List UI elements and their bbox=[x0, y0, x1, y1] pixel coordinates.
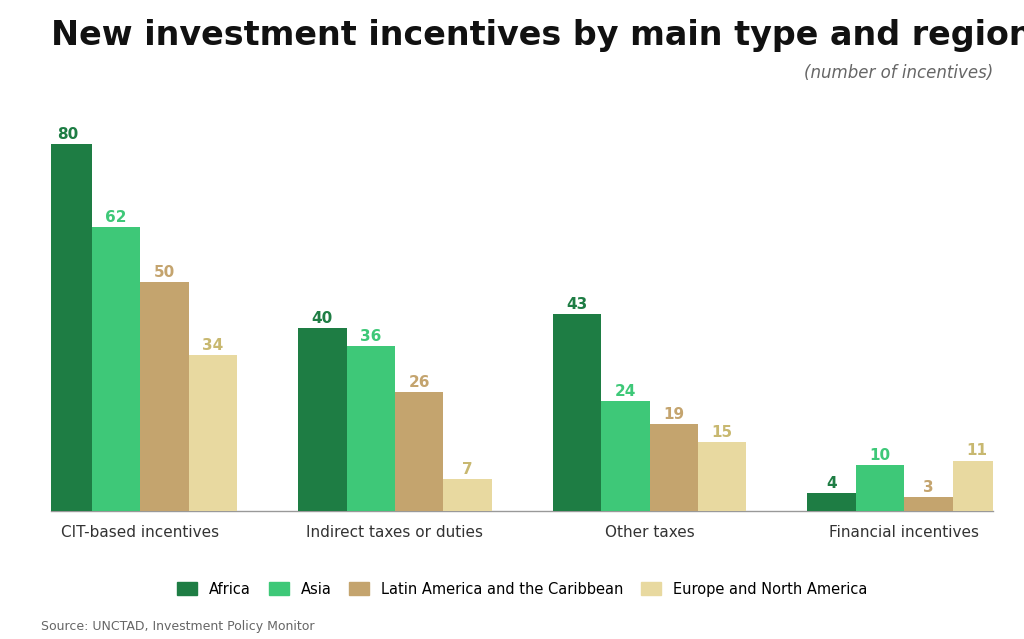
Bar bbox=[346, 346, 395, 511]
Text: 62: 62 bbox=[105, 210, 127, 225]
Text: 36: 36 bbox=[360, 329, 381, 344]
Bar bbox=[298, 328, 346, 511]
Text: 40: 40 bbox=[311, 311, 333, 325]
Bar bbox=[856, 465, 904, 511]
Bar bbox=[92, 227, 140, 511]
Text: Source: UNCTAD, Investment Policy Monitor: Source: UNCTAD, Investment Policy Monito… bbox=[41, 620, 314, 633]
Bar bbox=[140, 282, 188, 511]
Text: (number of incentives): (number of incentives) bbox=[804, 64, 993, 82]
Bar bbox=[649, 424, 698, 511]
Bar bbox=[44, 144, 92, 511]
Text: 10: 10 bbox=[869, 448, 891, 463]
Text: 3: 3 bbox=[923, 480, 934, 495]
Text: 7: 7 bbox=[462, 462, 473, 477]
Bar bbox=[553, 314, 601, 511]
Text: 43: 43 bbox=[566, 296, 588, 312]
Text: 50: 50 bbox=[154, 265, 175, 280]
Bar bbox=[904, 497, 952, 511]
Text: 34: 34 bbox=[203, 338, 223, 353]
Text: 19: 19 bbox=[664, 407, 684, 422]
Text: 4: 4 bbox=[826, 475, 837, 491]
Text: 15: 15 bbox=[712, 425, 733, 440]
Bar bbox=[698, 442, 746, 511]
Bar bbox=[952, 461, 1000, 511]
Bar bbox=[395, 392, 443, 511]
Bar bbox=[601, 401, 649, 511]
Text: 11: 11 bbox=[967, 443, 987, 458]
Text: 24: 24 bbox=[614, 384, 636, 399]
Bar bbox=[188, 355, 238, 511]
Text: 26: 26 bbox=[409, 374, 430, 390]
Bar bbox=[807, 493, 856, 511]
Bar bbox=[443, 479, 492, 511]
Text: 80: 80 bbox=[57, 127, 79, 142]
Text: New investment incentives by main type and region, 2011-2021: New investment incentives by main type a… bbox=[51, 19, 1024, 52]
Legend: Africa, Asia, Latin America and the Caribbean, Europe and North America: Africa, Asia, Latin America and the Cari… bbox=[177, 581, 867, 597]
